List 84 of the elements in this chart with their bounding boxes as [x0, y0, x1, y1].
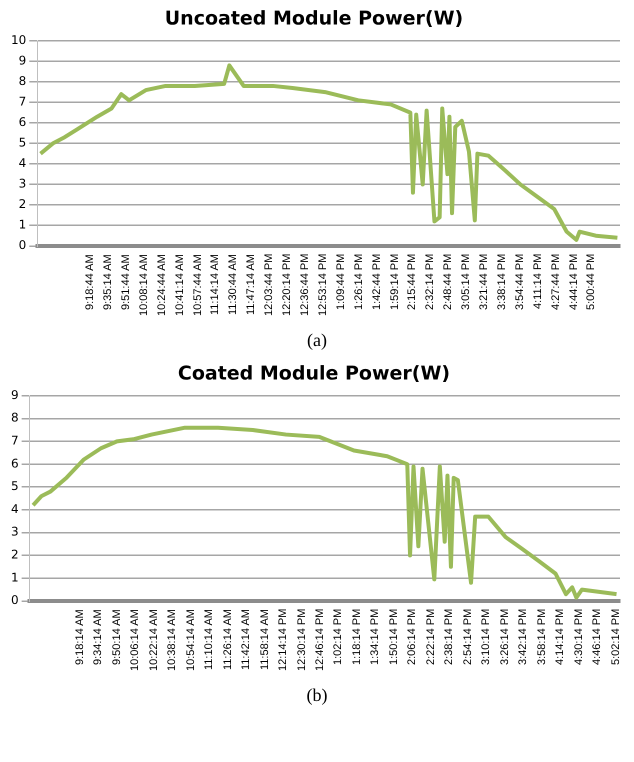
x-tick-label: 1:42:44 PM: [370, 254, 384, 312]
x-tick-label: 9:34:14 AM: [91, 609, 106, 667]
x-tick-label: 11:26:14 AM: [220, 609, 235, 672]
x-tick-label: 4:11:14 PM: [530, 254, 545, 312]
x-tick-label: 12:20:14 PM: [280, 254, 294, 318]
x-tick-label: 3:10:14 PM: [479, 609, 494, 668]
y-tick-label: 9: [10, 388, 19, 402]
y-tick-label: 1: [10, 570, 19, 584]
x-tick-label: 9:51:44 AM: [118, 254, 133, 312]
x-tick-label: 3:58:14 PM: [534, 609, 549, 668]
x-tick-label: 1:34:14 PM: [368, 609, 382, 668]
x-tick-label: 3:05:14 PM: [459, 254, 474, 312]
x-tick-label: 9:18:44 AM: [83, 254, 98, 312]
x-tick-label: 1:26:14 PM: [352, 254, 366, 312]
x-tick-label: 12:36:44 PM: [298, 254, 312, 318]
x-tick-label: 9:35:14 AM: [101, 254, 116, 312]
y-tick-label: 0: [18, 238, 26, 252]
x-tick-label: 11:47:14 AM: [244, 254, 258, 317]
x-tick-label: 1:02:14 PM: [331, 609, 346, 668]
x-tick-label: 4:44:14 PM: [566, 254, 581, 312]
x-tick-label: 5:02:14 PM: [608, 609, 623, 668]
x-tick-label: 1:50:14 PM: [386, 609, 401, 668]
x-tick-label: 3:21:44 PM: [477, 254, 492, 312]
x-tick-label: 10:54:14 AM: [184, 609, 198, 673]
y-tick-label: 6: [18, 115, 26, 130]
x-tick-label: 3:54:44 PM: [512, 254, 527, 312]
x-tick-label: 3:26:14 PM: [498, 609, 512, 668]
x-tick-label: 10:06:14 AM: [128, 609, 142, 673]
y-tick-label: 0: [10, 593, 19, 608]
y-tick-label: 9: [18, 53, 26, 68]
x-tick-label: 4:46:14 PM: [590, 609, 604, 668]
x-tick-label: 11:14:14 AM: [208, 254, 222, 317]
x-tick-label: 2:06:14 PM: [405, 609, 420, 668]
x-tick-label: 10:22:14 AM: [146, 609, 161, 673]
x-tick-label: 9:50:14 AM: [110, 609, 124, 667]
x-tick-label: 11:58:14 AM: [258, 609, 272, 672]
x-tick-label: 11:30:44 AM: [226, 254, 240, 317]
x-tick-label: 2:32:14 PM: [423, 254, 438, 312]
y-tick-label: 5: [18, 136, 26, 150]
y-tick-label: 7: [10, 434, 19, 448]
x-tick-label: 2:48:44 PM: [441, 254, 456, 312]
y-tick-label: 6: [10, 456, 19, 470]
y-tick-label: 3: [18, 176, 26, 191]
x-tick-label: 12:53:14 PM: [316, 254, 330, 318]
x-tick-label: 3:42:14 PM: [516, 609, 530, 668]
x-tick-label: 10:41:14 AM: [172, 254, 187, 318]
x-tick-label: 5:00:44 PM: [584, 254, 598, 312]
x-tick-label: 9:18:14 AM: [72, 609, 87, 667]
x-tick-label: 11:42:14 AM: [239, 609, 254, 672]
y-tick-label: 3: [10, 524, 19, 539]
chart-title: Uncoated Module Power(W): [164, 7, 464, 30]
y-tick-label: 4: [10, 502, 19, 516]
y-tick-label: 2: [10, 548, 19, 562]
x-tick-label: 10:57:44 AM: [190, 254, 205, 318]
x-tick-label: 12:46:14 PM: [313, 609, 327, 674]
x-tick-label: 4:27:44 PM: [548, 254, 563, 312]
x-tick-label: 1:18:14 PM: [350, 609, 364, 668]
x-tick-label: 2:38:14 PM: [442, 609, 456, 668]
y-tick-label: 8: [10, 410, 19, 425]
x-tick-label: 3:38:14 PM: [494, 254, 509, 312]
chart-title: Coated Module Power(W): [178, 362, 450, 384]
y-tick-label: 10: [10, 32, 26, 47]
x-tick-label: 2:15:44 PM: [405, 254, 420, 312]
x-tick-label: 12:14:14 PM: [276, 609, 290, 674]
text: (a): [306, 330, 328, 351]
x-tick-label: 2:54:14 PM: [460, 609, 475, 668]
x-tick-label: 10:24:44 AM: [154, 254, 169, 318]
x-tick-label: 11:10:14 AM: [202, 609, 216, 672]
x-tick-label: 4:30:14 PM: [572, 609, 586, 668]
x-tick-label: 4:14:14 PM: [553, 609, 568, 668]
y-tick-label: 8: [18, 74, 26, 88]
y-tick-label: 4: [18, 156, 26, 170]
y-tick-label: 5: [10, 479, 19, 494]
y-tick-label: 2: [18, 197, 26, 212]
x-tick-label: 1:09:44 PM: [334, 254, 348, 312]
x-tick-label: 2:22:14 PM: [424, 609, 438, 668]
x-tick-label: 1:59:14 PM: [388, 254, 402, 312]
y-tick-label: 7: [18, 94, 26, 108]
x-tick-label: 10:08:14 AM: [136, 254, 151, 318]
x-tick-label: 12:03:44 PM: [262, 254, 276, 318]
x-tick-label: 10:38:14 AM: [165, 609, 180, 673]
y-tick-label: 1: [18, 218, 26, 232]
x-tick-label: 12:30:14 PM: [294, 609, 309, 674]
text: (b): [306, 685, 328, 706]
